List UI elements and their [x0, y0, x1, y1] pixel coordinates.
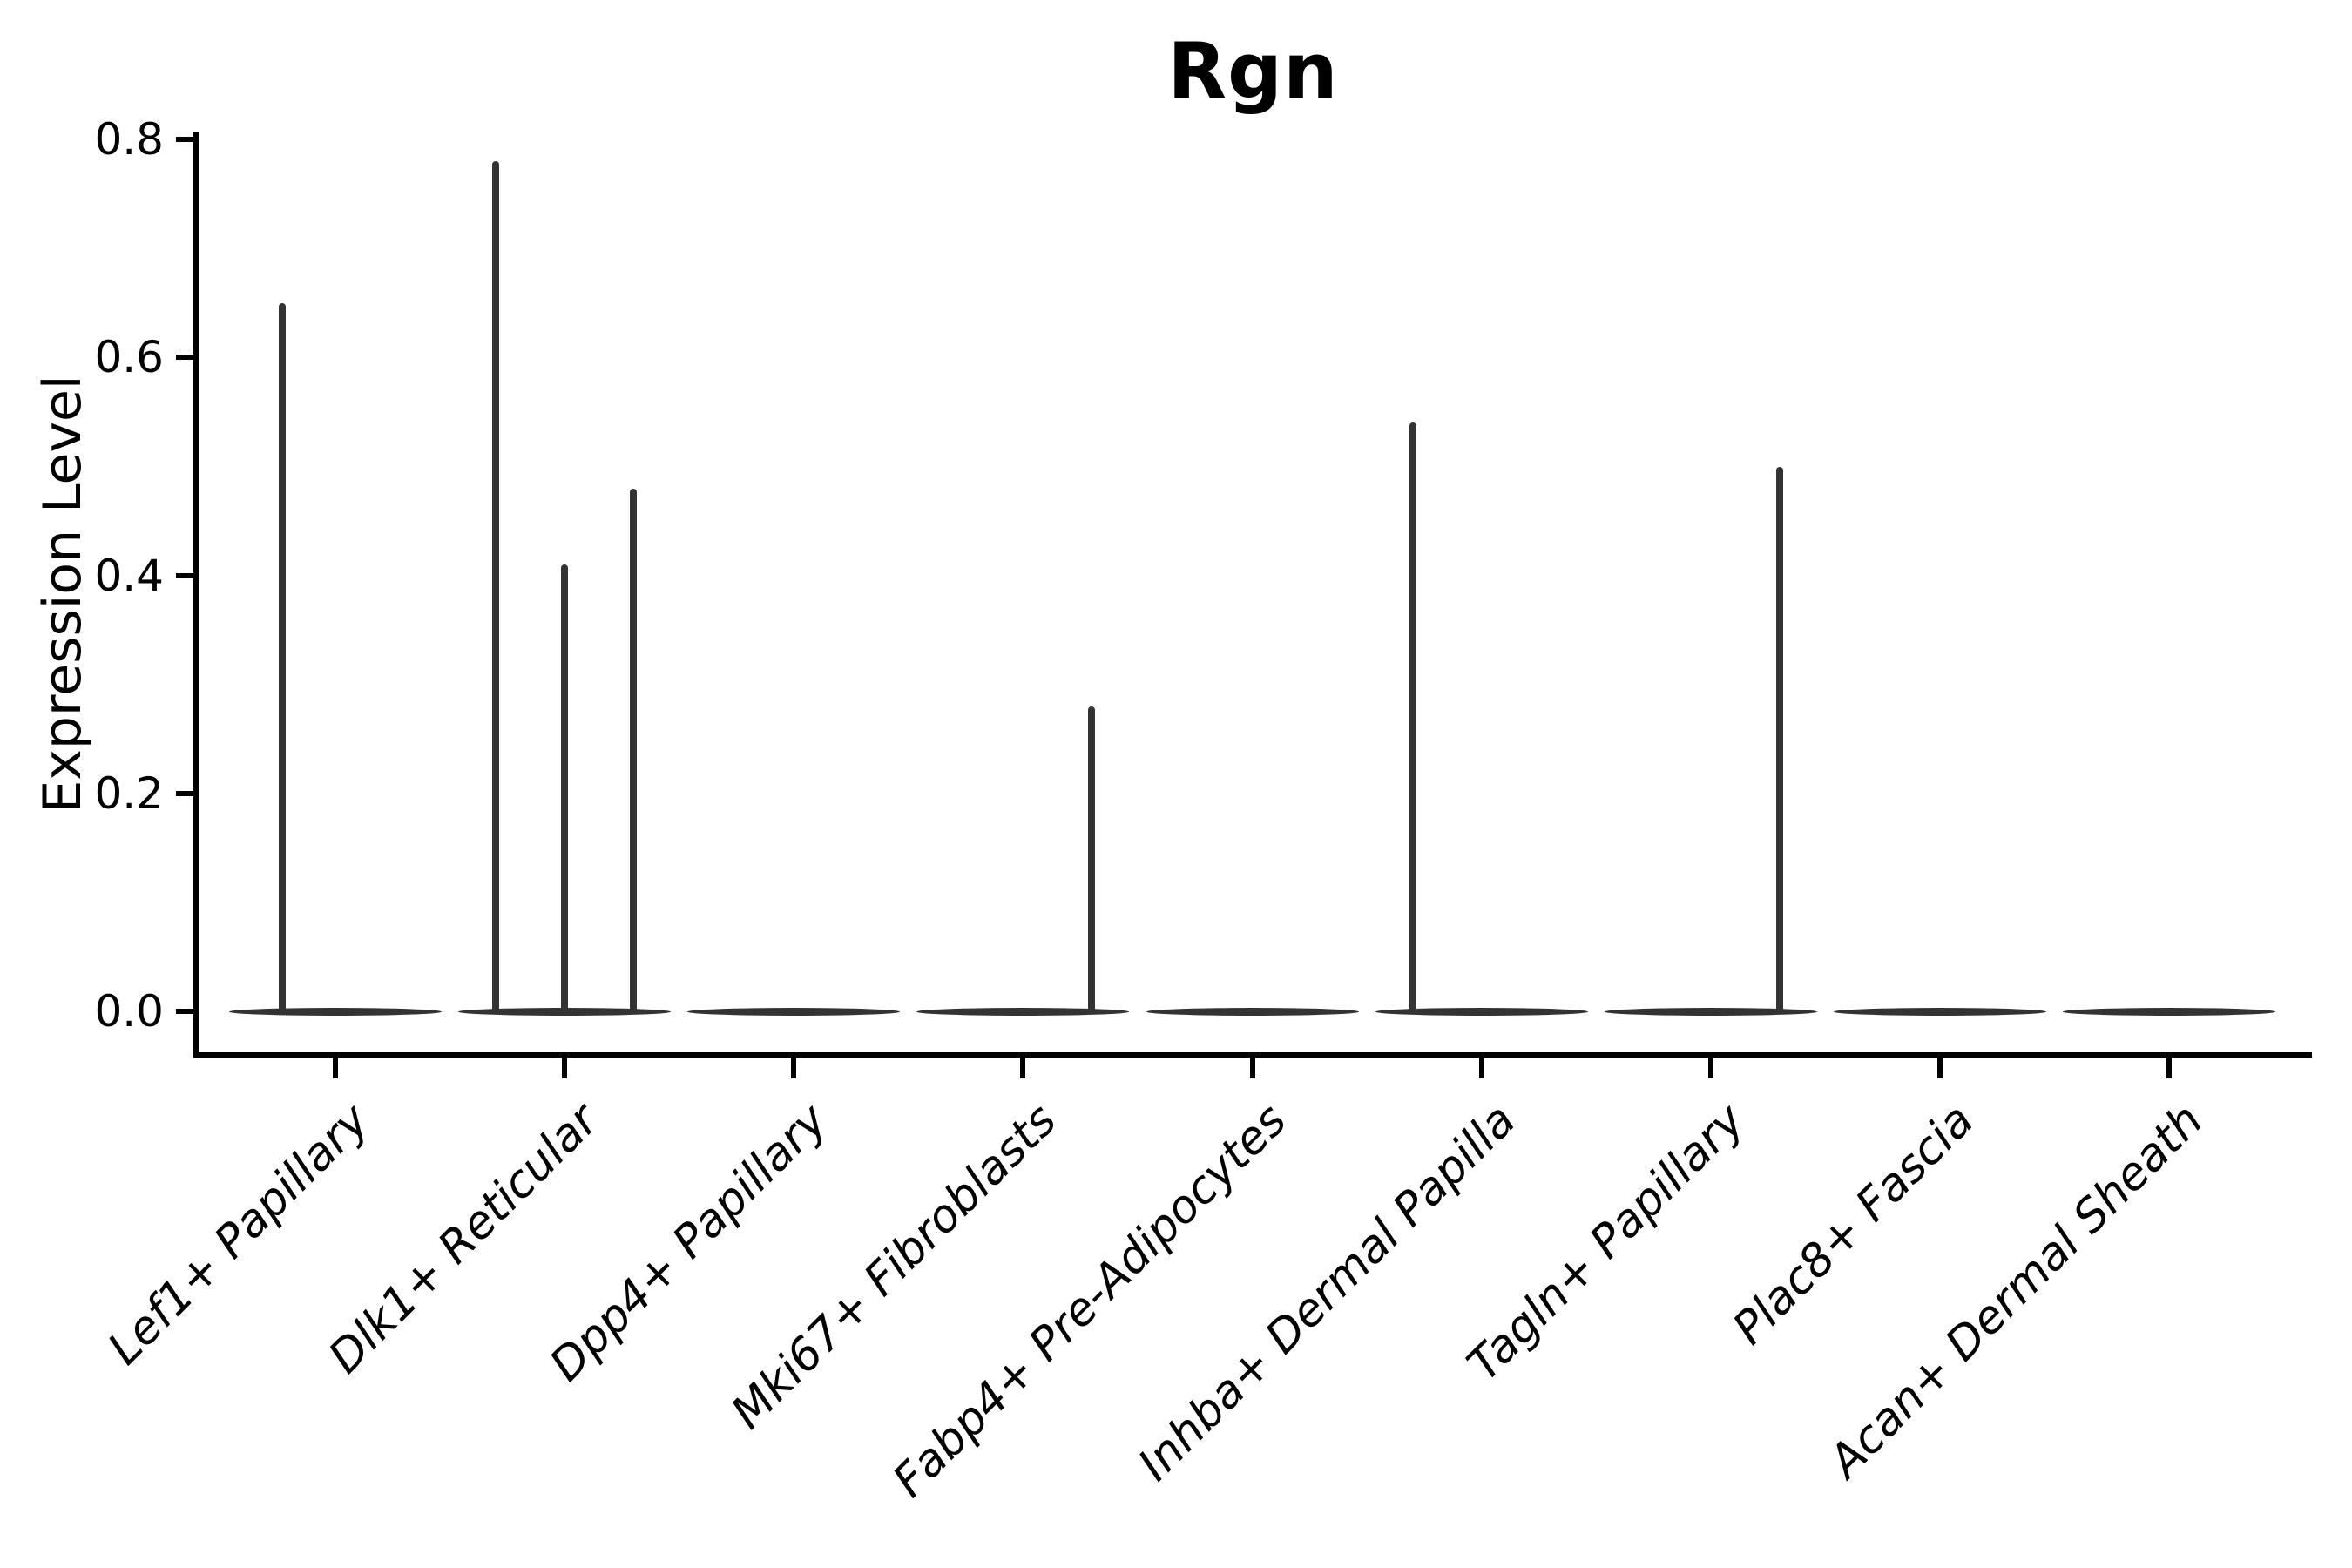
violin-spike — [561, 564, 569, 1011]
x-tick-mark — [333, 1058, 338, 1078]
y-tick-label: 0.2 — [94, 767, 164, 819]
violin-spike — [630, 488, 638, 1011]
violin-baseline — [1833, 1008, 2046, 1016]
violin-baseline — [458, 1008, 672, 1016]
violin-baseline — [1604, 1008, 1817, 1016]
violin-baseline — [1146, 1008, 1359, 1016]
violin-baseline — [916, 1008, 1130, 1016]
violin-spike — [1088, 706, 1096, 1011]
y-tick-mark — [176, 355, 193, 361]
y-tick-mark — [176, 137, 193, 143]
x-tick-mark — [1707, 1058, 1713, 1078]
x-tick-mark — [1020, 1058, 1026, 1078]
y-tick-label: 0.8 — [94, 114, 164, 166]
violin-baseline — [687, 1008, 901, 1016]
x-tick-mark — [1936, 1058, 1943, 1078]
plot-title: Rgn — [1167, 26, 1339, 116]
x-category-label: Fabp4+ Pre-Adipocytes — [882, 1094, 1296, 1508]
violin-spike — [279, 302, 287, 1011]
y-tick-label: 0.4 — [94, 550, 164, 601]
y-tick-mark — [176, 572, 193, 578]
x-tick-mark — [1478, 1058, 1484, 1078]
violin-baseline — [1375, 1008, 1588, 1016]
y-tick-mark — [176, 790, 193, 796]
violin-baseline — [2063, 1008, 2275, 1016]
x-axis-spine — [193, 1052, 2312, 1058]
x-tick-mark — [791, 1058, 797, 1078]
x-tick-mark — [562, 1058, 568, 1078]
violin-spike — [1409, 422, 1416, 1011]
x-category-label: Mki67+ Fibroblasts — [721, 1094, 1067, 1440]
violin-spike — [1775, 466, 1783, 1011]
y-tick-mark — [176, 1009, 193, 1014]
violin-spike — [492, 161, 500, 1011]
y-axis-spine — [193, 132, 199, 1058]
y-tick-label: 0.6 — [94, 332, 164, 383]
x-tick-mark — [2166, 1058, 2172, 1078]
violin-baseline — [229, 1008, 442, 1016]
y-tick-label: 0.0 — [94, 986, 164, 1037]
x-tick-mark — [1249, 1058, 1255, 1078]
